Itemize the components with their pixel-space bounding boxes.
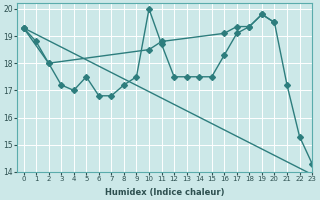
X-axis label: Humidex (Indice chaleur): Humidex (Indice chaleur): [105, 188, 224, 197]
